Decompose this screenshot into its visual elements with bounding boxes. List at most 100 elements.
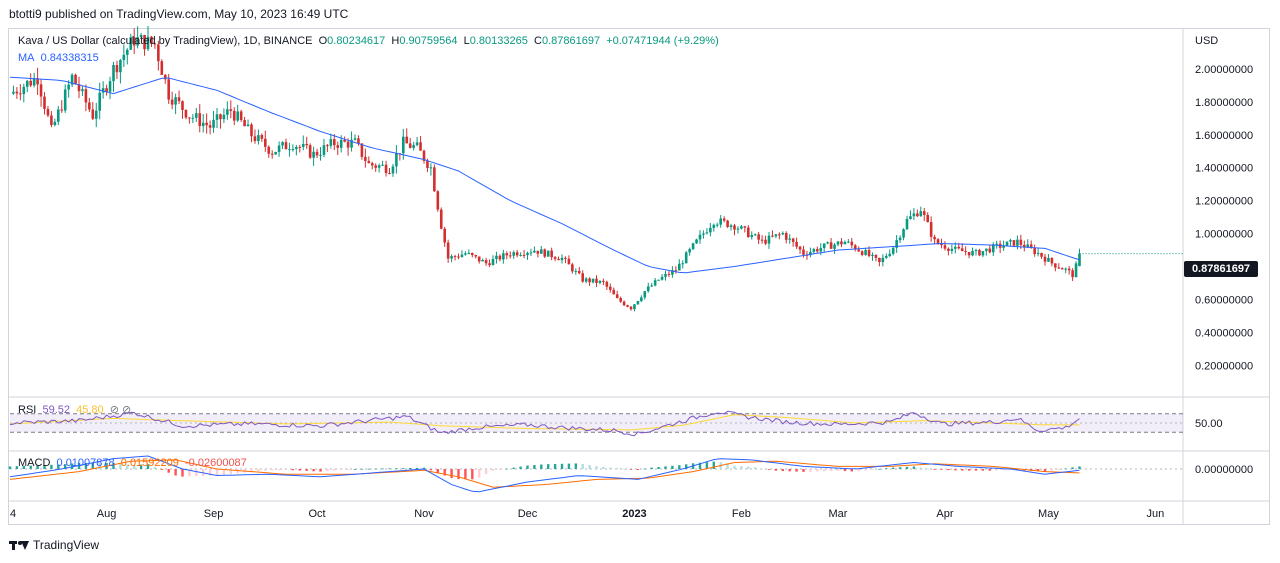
candle-body (1019, 239, 1023, 245)
y-tick-label: 1.20000000 (1195, 196, 1253, 208)
macd-hist-bar (671, 465, 674, 469)
y-tick-label: 0.20000000 (1195, 360, 1253, 372)
macd-hist-bar (188, 469, 191, 477)
candle-body (526, 252, 529, 256)
candle-body (232, 110, 236, 121)
macd-hist-bar (195, 469, 198, 477)
macd-hist-bar (657, 467, 660, 469)
y-tick-label: 1.40000000 (1195, 163, 1253, 175)
candle-body (453, 256, 457, 258)
candle-body (112, 65, 115, 82)
candle-body (239, 111, 243, 121)
candle-body (443, 228, 446, 243)
candle-body (367, 160, 371, 164)
macd-hist-bar (1064, 468, 1067, 470)
symbol-legend[interactable]: Kava / US Dollar (calculated by TradingV… (18, 35, 719, 47)
candle-body (370, 163, 374, 166)
candle-body (281, 142, 284, 146)
candle-body (508, 255, 512, 257)
candle-body (357, 138, 360, 144)
candle-body (226, 109, 229, 115)
macd-hist-bar (843, 469, 847, 472)
macd-hist-bar (271, 469, 274, 471)
candle-body (550, 250, 553, 258)
macd-hist-bar (512, 467, 515, 469)
candle-body (567, 258, 571, 265)
candle-body (743, 226, 747, 228)
macd-hist-bar (153, 467, 157, 469)
candle-body (898, 237, 902, 241)
candle-body (270, 153, 274, 155)
macd-hist-bar (498, 469, 502, 470)
candle-body (160, 61, 164, 75)
open-value: 0.80234617 (327, 35, 386, 47)
x-tick-label: May (1038, 508, 1059, 520)
macd-hist-bar (850, 469, 853, 472)
candle-body (429, 167, 433, 169)
macd-hist-bar (636, 469, 640, 471)
candle-body (291, 149, 295, 151)
candle-body (1016, 239, 1019, 246)
macd-hist-bar (257, 469, 260, 472)
macd-hist-bar (284, 469, 288, 470)
macd-hist-bar (1043, 469, 1047, 472)
candle-body (81, 89, 84, 92)
candle-body (560, 257, 564, 261)
macd-hist-bar (788, 469, 791, 472)
macd-hist-bar (595, 466, 598, 469)
candle-body (633, 304, 636, 310)
candle-body (615, 294, 619, 299)
macd-hist-bar (940, 469, 943, 470)
candle-body (850, 241, 854, 246)
tradingview-footer[interactable]: TradingView (9, 538, 99, 552)
candle-body (22, 86, 26, 95)
candle-body (298, 146, 302, 148)
candle-body (295, 146, 298, 150)
candle-body (833, 244, 836, 249)
rsi-legend[interactable]: RSI 59.52 45.80 ⊘ ⊘ (18, 404, 132, 416)
y-tick-label: 2.00000000 (1195, 64, 1253, 76)
candle-body (1012, 240, 1016, 246)
candle-body (816, 249, 819, 252)
candle-body (657, 279, 660, 281)
candle-body (960, 248, 964, 252)
macd-hist-bar (926, 468, 929, 470)
candle-body (971, 250, 974, 256)
macd-legend[interactable]: MACD 0.01007878 0.01592209 -0.02600087 (18, 457, 247, 469)
candle-body (91, 109, 95, 119)
candle-body (922, 211, 926, 215)
candle-body (250, 124, 253, 137)
candle-body (591, 278, 595, 283)
candle-body (629, 306, 633, 310)
candle-body (101, 88, 105, 93)
y-tick-label: 1.80000000 (1195, 97, 1253, 109)
macd-hist-bar (360, 468, 364, 470)
macd-hist-bar (760, 468, 764, 470)
macd-hist-bar (312, 469, 315, 472)
candle-body (446, 242, 450, 259)
candle-body (781, 233, 785, 235)
macd-hist-bar (678, 465, 681, 469)
candle-body (381, 164, 384, 166)
macd-hist-bar (64, 464, 67, 469)
macd-hist-bar (533, 465, 536, 469)
candle-body (995, 243, 998, 245)
candle-body (557, 258, 560, 261)
macd-hist-bar (540, 464, 543, 469)
macd-hist-bar (1050, 469, 1054, 471)
candle-body (1002, 245, 1005, 248)
candle-body (201, 122, 205, 127)
candle-body (1029, 244, 1033, 248)
candle-body (253, 136, 257, 142)
ma-legend[interactable]: MA 0.84338315 (18, 52, 99, 64)
candle-body (826, 242, 829, 244)
candle-body (391, 166, 395, 174)
candle-body (346, 141, 350, 148)
macd-hist-bar (664, 466, 667, 469)
candle-body (916, 213, 919, 217)
x-tick-label: 2023 (622, 508, 646, 520)
candle-body (912, 213, 916, 217)
macd-hist-bar (892, 467, 895, 469)
candle-body (760, 239, 764, 241)
